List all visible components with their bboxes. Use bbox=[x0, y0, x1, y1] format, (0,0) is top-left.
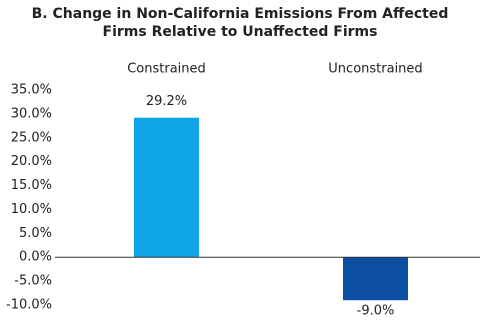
y-tick-label: 5.0% bbox=[19, 226, 52, 241]
category-label: Unconstrained bbox=[328, 62, 422, 77]
y-tick-label: 0.0% bbox=[19, 250, 52, 265]
category-label: Constrained bbox=[127, 62, 206, 77]
y-tick-label: 20.0% bbox=[11, 154, 52, 169]
y-tick-label: 15.0% bbox=[11, 178, 52, 193]
value-label: 29.2% bbox=[146, 94, 187, 109]
y-tick-label: 35.0% bbox=[11, 83, 52, 98]
chart-title: Firms Relative to Unaffected Firms bbox=[103, 24, 378, 40]
y-tick-label: 10.0% bbox=[11, 202, 52, 217]
y-tick-label: 25.0% bbox=[11, 130, 52, 145]
y-tick-label: -10.0% bbox=[6, 298, 52, 313]
bar bbox=[343, 257, 408, 301]
y-tick-label: -5.0% bbox=[14, 274, 52, 289]
chart-title: B. Change in Non-California Emissions Fr… bbox=[32, 6, 449, 22]
y-tick-label: 30.0% bbox=[11, 106, 52, 121]
bar bbox=[134, 117, 199, 258]
value-label: -9.0% bbox=[357, 304, 395, 319]
